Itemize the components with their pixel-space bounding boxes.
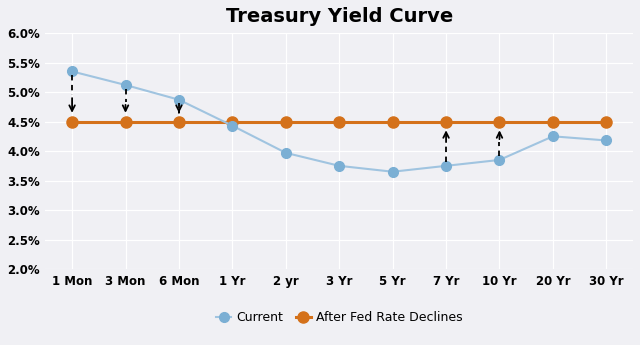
Legend: Current, After Fed Rate Declines: Current, After Fed Rate Declines	[211, 306, 467, 329]
Title: Treasury Yield Curve: Treasury Yield Curve	[225, 7, 453, 26]
